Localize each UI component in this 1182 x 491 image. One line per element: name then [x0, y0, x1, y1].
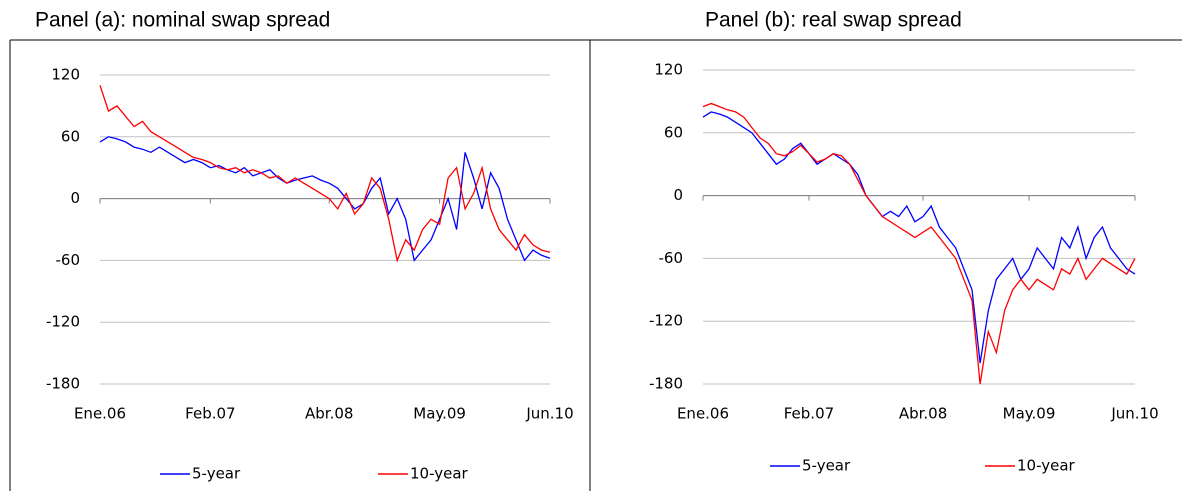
panel-title: Panel (a): nominal swap spread — [35, 9, 330, 32]
x-tick-label: May.09 — [413, 405, 466, 423]
y-tick-label: 60 — [61, 127, 80, 145]
y-tick-label: -180 — [649, 375, 683, 393]
x-tick-label: May.09 — [1003, 405, 1056, 423]
x-tick-label: Feb.07 — [784, 405, 834, 423]
x-tick-label: Jun.10 — [525, 405, 573, 423]
panel-title: Panel (b): real swap spread — [705, 9, 962, 32]
x-tick-label: Ene.06 — [74, 405, 126, 423]
y-tick-label: 120 — [654, 61, 683, 79]
x-tick-label: Abr.08 — [305, 405, 353, 423]
y-tick-label: -180 — [46, 375, 80, 393]
y-tick-label: 120 — [51, 66, 80, 84]
x-tick-label: Abr.08 — [899, 405, 947, 423]
legend-label: 5-year — [192, 465, 241, 483]
x-tick-label: Jun.10 — [1110, 405, 1158, 423]
series-line — [99, 136, 551, 262]
legend-label: 10-year — [410, 465, 469, 483]
series-line — [702, 102, 1136, 385]
y-tick-label: 60 — [664, 123, 683, 141]
series-line — [99, 85, 551, 263]
series-line — [702, 111, 1136, 364]
y-tick-label: 0 — [70, 189, 80, 207]
x-tick-label: Ene.06 — [677, 405, 729, 423]
legend-label: 5-year — [802, 457, 851, 475]
y-tick-label: -120 — [46, 313, 80, 331]
legend-label: 10-year — [1017, 457, 1076, 475]
y-tick-label: -120 — [649, 312, 683, 330]
x-tick-label: Feb.07 — [185, 405, 235, 423]
y-tick-label: -60 — [56, 251, 81, 269]
y-tick-label: 0 — [673, 186, 683, 204]
y-tick-label: -60 — [659, 249, 684, 267]
